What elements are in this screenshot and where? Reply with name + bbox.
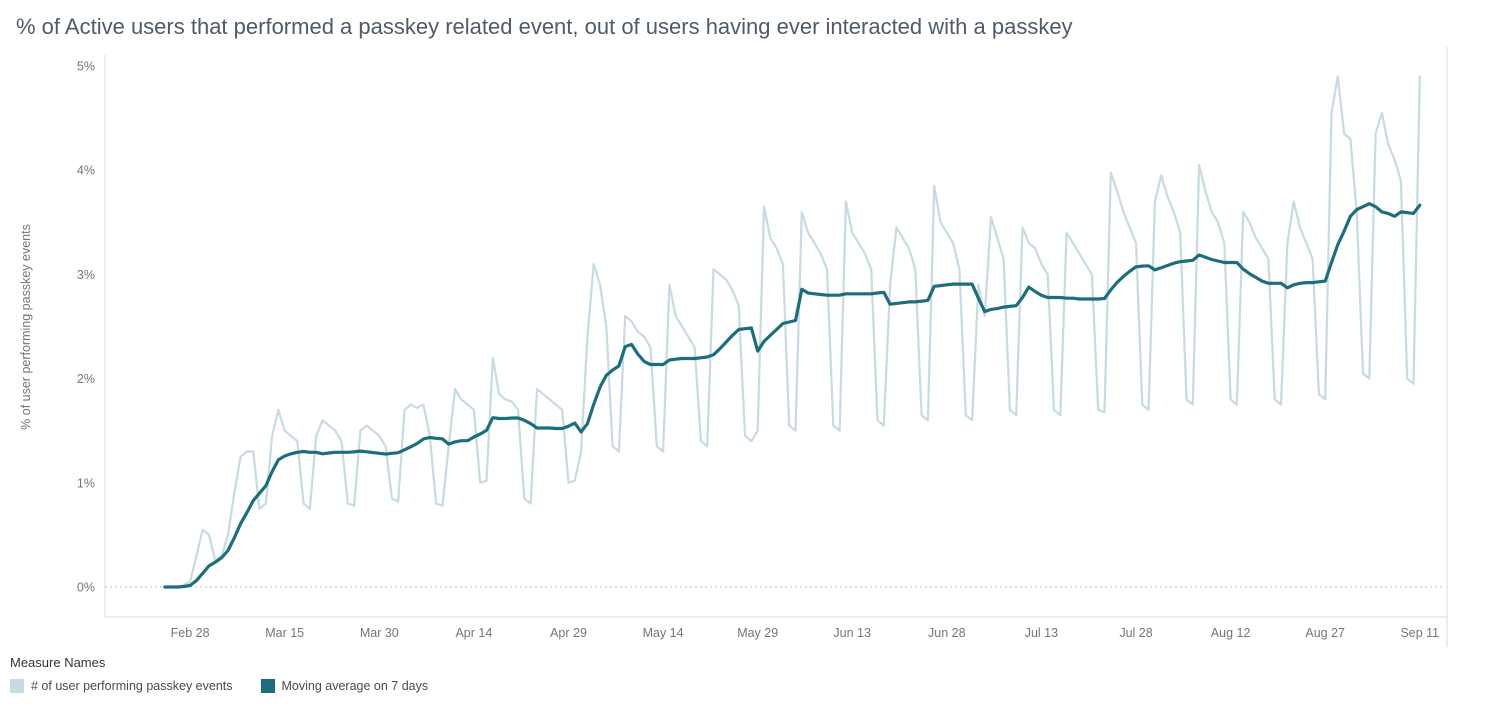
legend-label-moving-average: Moving average on 7 days: [281, 679, 429, 693]
y-axis-title: % of user performing passkey events: [19, 224, 33, 430]
legend-items: # of user performing passkey events Movi…: [10, 679, 910, 693]
x-tick-label: May 29: [737, 626, 778, 640]
chart-canvas[interactable]: 0% 1% 2% 3% 4% 5% Feb 28 Mar 15 Mar 30 Apr 14 Apr …: [0, 45, 1500, 649]
y-tick-label: 0%: [77, 581, 95, 595]
x-tick-label: Feb 28: [171, 626, 210, 640]
x-tick-label: Aug 27: [1305, 626, 1345, 640]
legend-swatch-daily-icon: [10, 679, 24, 693]
x-tick-label: Jul 13: [1025, 626, 1058, 640]
legend-swatch-moving-average-icon: [260, 679, 275, 693]
legend-label-daily: # of user performing passkey events: [31, 679, 233, 693]
legend-title: Measure Names: [10, 655, 106, 670]
x-tick-label: Mar 15: [265, 626, 304, 640]
y-tick-label: 4%: [77, 164, 95, 178]
x-tick-label: Aug 12: [1211, 626, 1251, 640]
x-tick-label: Jun 28: [928, 626, 966, 640]
x-tick-label: Apr 14: [455, 626, 492, 640]
y-tick-label: 5%: [77, 60, 95, 74]
daily-series-line[interactable]: [163, 75, 1421, 589]
moving-average-line[interactable]: [163, 202, 1422, 589]
x-tick-label: Apr 29: [550, 626, 587, 640]
x-tick-label: Jun 13: [833, 626, 871, 640]
legend-item-moving-average[interactable]: Moving average on 7 days: [260, 679, 429, 693]
legend-item-daily[interactable]: # of user performing passkey events: [10, 679, 233, 693]
x-tick-label: May 14: [643, 626, 684, 640]
y-tick-label: 2%: [77, 372, 95, 386]
y-tick-label: 3%: [77, 268, 95, 282]
y-tick-label: 1%: [77, 476, 95, 490]
x-tick-label: Mar 30: [360, 626, 399, 640]
x-tick-label: Sep 11: [1400, 626, 1439, 640]
chart-title: % of Active users that performed a passk…: [16, 14, 1073, 39]
x-tick-label: Jul 28: [1119, 626, 1152, 640]
legend: Measure Names # of user performing passk…: [10, 655, 910, 693]
